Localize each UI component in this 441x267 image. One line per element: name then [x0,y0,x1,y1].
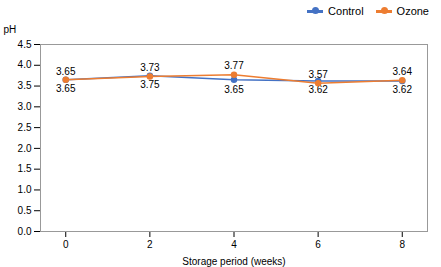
svg-text:3.62: 3.62 [308,84,328,96]
svg-text:2.0: 2.0 [18,143,32,154]
svg-text:3.64: 3.64 [393,66,413,77]
svg-text:pH: pH [4,24,17,35]
svg-text:2: 2 [147,239,153,250]
svg-text:8: 8 [399,239,405,250]
svg-text:Storage period (weeks): Storage period (weeks) [182,256,285,267]
svg-text:3.65: 3.65 [56,66,76,77]
svg-text:3.5: 3.5 [18,80,32,91]
html-text:Control: Control [328,5,364,17]
svg-text:6: 6 [315,239,321,250]
svg-text:3.65: 3.65 [224,84,244,95]
svg-text:0.0: 0.0 [18,226,32,237]
svg-text:3.65: 3.65 [56,83,76,94]
svg-text:3.77: 3.77 [224,60,244,71]
svg-text:0.5: 0.5 [18,205,32,216]
svg-text:4.5: 4.5 [18,39,32,50]
svg-text:4: 4 [231,239,237,250]
svg-text:2.5: 2.5 [18,122,32,133]
svg-text:3.57: 3.57 [308,69,328,80]
svg-text:1.5: 1.5 [18,163,32,174]
svg-text:1.0: 1.0 [18,184,32,195]
svg-text:3.75: 3.75 [140,79,160,90]
svg-text:3.62: 3.62 [393,84,413,95]
html-text:Ozone: Ozone [396,5,429,17]
svg-text:0: 0 [63,239,69,250]
svg-text:3.73: 3.73 [140,62,160,73]
svg-text:3.0: 3.0 [18,101,32,112]
svg-text:4.0: 4.0 [18,59,32,70]
